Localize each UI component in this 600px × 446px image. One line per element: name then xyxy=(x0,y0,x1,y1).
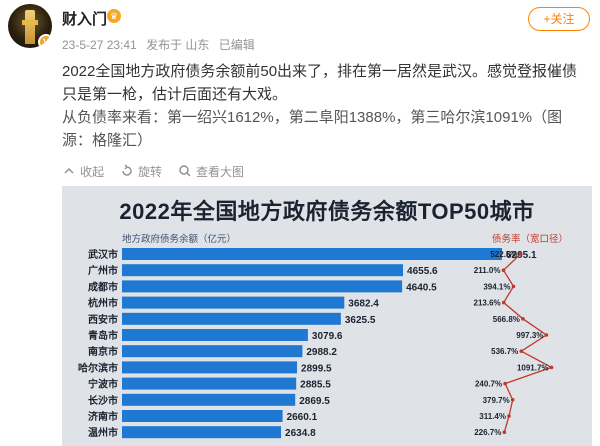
post-text-line1: 2022全国地方政府债务余额前50出来了，排在第一居然是武汉。感觉登报催债只是第… xyxy=(62,63,578,103)
city-label: 青岛市 xyxy=(88,329,118,342)
debt-bar xyxy=(122,426,282,439)
lighthouse-avatar[interactable]: V xyxy=(8,4,52,48)
rotate-label: 旋转 xyxy=(138,164,163,179)
verified-badge: V xyxy=(38,34,52,48)
debt-rate-label: 997.3% xyxy=(516,331,543,340)
debt-bar xyxy=(122,264,404,277)
city-label: 南京市 xyxy=(88,345,118,358)
debt-bar xyxy=(122,410,283,422)
city-label: 哈尔滨市 xyxy=(78,361,118,374)
debt-bar xyxy=(122,393,296,406)
lighthouse-icon xyxy=(22,10,38,44)
post-meta: 23-5-27 23:41 发布于 山东 已编辑 xyxy=(62,36,261,53)
image-toolbar: 收起 旋转 查看大图 xyxy=(62,160,244,182)
debt-bar xyxy=(122,345,303,358)
collapse-label: 收起 xyxy=(80,164,105,179)
rotate-button[interactable]: 旋转 xyxy=(120,163,162,180)
post-edited[interactable]: 已编辑 xyxy=(218,38,255,52)
bar-value-label: 4655.6 xyxy=(407,266,438,277)
bar-value-label: 2899.5 xyxy=(301,363,332,374)
debt-chart: 地方政府债务余额（亿元） 债务率（宽口径） 武汉市 6295.1 广州市 4655.6… xyxy=(78,233,568,439)
bar-value-label: 2988.2 xyxy=(306,347,337,358)
debt-rate-point xyxy=(501,300,506,305)
bar-value-label: 6295.1 xyxy=(506,250,537,261)
debt-rate-label: 566.8% xyxy=(493,315,520,324)
debt-bar xyxy=(122,377,297,390)
collapse-icon xyxy=(64,167,74,174)
view-large-button[interactable]: 查看大图 xyxy=(178,163,244,180)
collapse-button[interactable]: 收起 xyxy=(62,163,104,180)
post-text: 2022全国地方政府债务余额前50出来了，排在第一居然是武汉。感觉登报催债只是第… xyxy=(62,60,592,152)
city-label: 济南市 xyxy=(88,410,118,423)
rate-group: 522.5% 211.0% 394.1% 213.6% 566.8% 997.3% 536.… xyxy=(474,250,554,437)
city-label: 长沙市 xyxy=(88,394,118,407)
bar-value-label: 2885.5 xyxy=(300,380,331,391)
debt-bar xyxy=(122,312,341,325)
amount-axis-label: 地方政府债务余额（亿元） xyxy=(122,233,236,245)
debt-rate-label: 1091.7% xyxy=(517,363,549,372)
city-label: 成都市 xyxy=(88,280,118,293)
debt-rate-point xyxy=(519,349,524,353)
debt-rate-label: 522.5% xyxy=(490,250,517,259)
debt-rate-point xyxy=(502,430,507,434)
username[interactable]: 财入门 xyxy=(62,11,108,28)
debt-bar xyxy=(122,248,502,260)
magnify-icon xyxy=(179,165,191,177)
bar-group: 武汉市 6295.1 广州市 4655.6 成都市 4640.5 杭州市 3682.4 西安市 3… xyxy=(78,248,537,439)
debt-rate-point xyxy=(507,414,511,418)
debt-rate-label: 211.0% xyxy=(474,266,501,275)
debt-bar xyxy=(122,280,403,293)
debt-rate-label: 213.6% xyxy=(474,299,501,308)
city-label: 温州市 xyxy=(88,426,118,439)
bar-value-label: 3079.6 xyxy=(312,331,343,342)
view-large-label: 查看大图 xyxy=(196,164,245,179)
debt-rate-point xyxy=(503,381,507,386)
crown-icon: ♛ xyxy=(107,9,121,23)
post-text-line2: 从负债率来看：第一绍兴1612%，第二阜阳1388%，第三哈尔滨1091%（图源… xyxy=(62,109,563,149)
debt-rate-label: 240.7% xyxy=(475,380,502,389)
city-label: 西安市 xyxy=(88,313,118,326)
debt-rate-label: 311.4% xyxy=(479,412,506,421)
bar-value-label: 4640.5 xyxy=(406,282,437,293)
debt-rate-point xyxy=(510,398,515,402)
debt-rate-point xyxy=(549,365,554,370)
debt-rate-label: 226.7% xyxy=(474,428,501,437)
bar-value-label: 3682.4 xyxy=(348,299,379,310)
debt-rate-line xyxy=(502,253,554,433)
debt-rate-label: 379.7% xyxy=(483,396,510,405)
debt-rate-point xyxy=(501,268,506,272)
debt-rate-label: 536.7% xyxy=(491,347,518,356)
city-label: 宁波市 xyxy=(88,378,118,391)
city-label: 广州市 xyxy=(88,264,118,277)
debt-bar xyxy=(122,361,298,374)
rotate-icon xyxy=(122,164,132,176)
debt-rate-point xyxy=(518,252,523,256)
city-label: 武汉市 xyxy=(88,248,118,261)
debt-bar xyxy=(122,329,308,341)
debt-rate-point xyxy=(511,284,516,289)
bar-value-label: 2660.1 xyxy=(287,412,318,423)
rate-axis-label: 债务率（宽口径） xyxy=(492,233,568,245)
debt-bar xyxy=(122,296,345,309)
post-time[interactable]: 23-5-27 23:41 xyxy=(62,38,137,52)
city-label: 杭州市 xyxy=(88,297,118,310)
debt-rate-point xyxy=(544,333,549,337)
bar-value-label: 2634.8 xyxy=(285,428,316,439)
debt-rate-point xyxy=(521,317,525,321)
post-image[interactable]: 2022年全国地方政府债务余额TOP50城市 地方政府债务余额（亿元） 债务率（… xyxy=(62,186,592,446)
follow-button[interactable]: +关注 xyxy=(528,7,590,31)
chart-title: 2022年全国地方政府债务余额TOP50城市 xyxy=(119,199,535,224)
bar-value-label: 3625.5 xyxy=(345,315,376,326)
bar-value-label: 2869.5 xyxy=(299,396,330,407)
debt-rate-label: 394.1% xyxy=(483,282,510,291)
post-source: 发布于 山东 xyxy=(146,38,210,52)
